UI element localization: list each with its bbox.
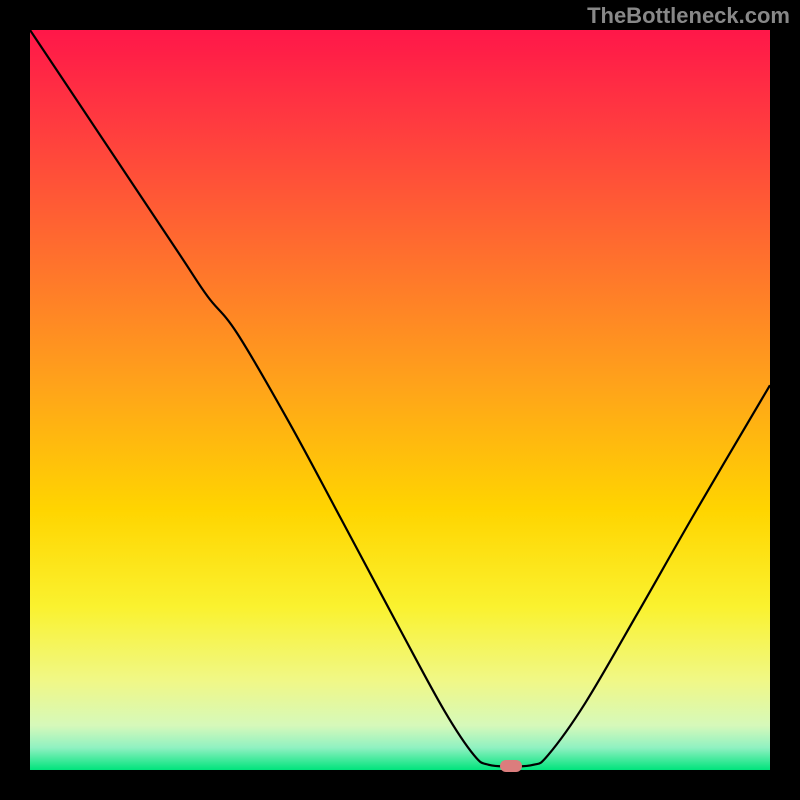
curve-svg — [30, 30, 770, 770]
optimal-marker — [500, 760, 522, 772]
plot-area — [30, 30, 770, 770]
bottleneck-curve — [30, 30, 770, 766]
watermark-text: TheBottleneck.com — [587, 3, 790, 29]
